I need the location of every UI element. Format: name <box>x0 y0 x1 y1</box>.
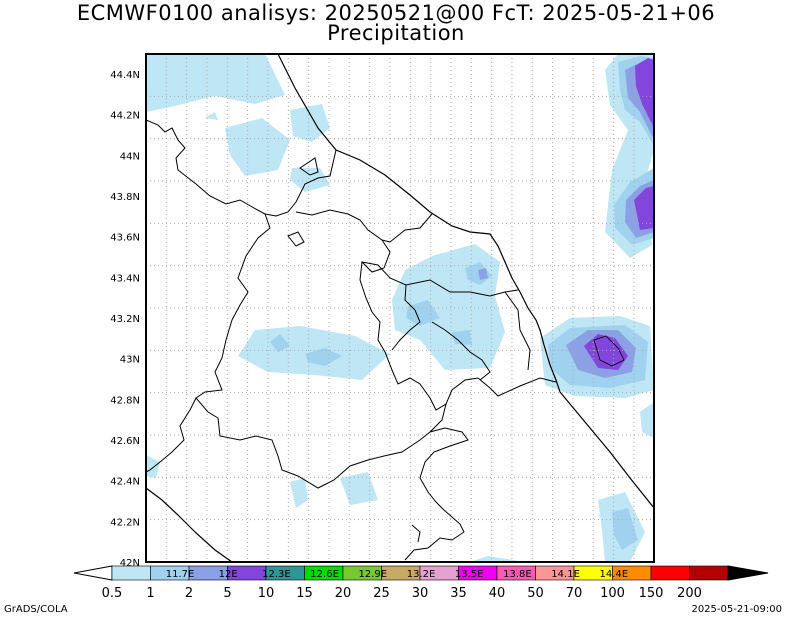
precip-area-north-1 <box>225 118 290 176</box>
precip-fields <box>146 54 654 562</box>
map-gridlines <box>146 54 654 562</box>
colorbar-tick-labels: 0.5 1 2 5 10 15 20 25 30 35 40 50 70 100 150 200 <box>102 586 702 601</box>
lon-tick-label: 13.2E <box>407 569 436 580</box>
lon-tick-label: 12.9E <box>359 569 388 580</box>
region-border-6 <box>391 284 421 351</box>
colorbar-tick-label: 5 <box>223 586 231 601</box>
chart-title: ECMWF0100 analisys: 20250521@00 FcT: 202… <box>76 1 716 25</box>
lat-tick-label: 44N <box>120 151 140 162</box>
precip-violet-3 <box>634 186 654 230</box>
footer-software-label: GrADS/COLA <box>4 604 68 615</box>
region-border-4 <box>359 239 557 411</box>
precip-mid-3 <box>452 330 472 345</box>
lat-tick-label: 42.8N <box>110 395 140 406</box>
map-boundaries <box>146 54 654 562</box>
precip-mid-1 <box>465 262 492 285</box>
lat-tick-label: 43.6N <box>110 233 140 244</box>
colorbar-segment <box>111 565 151 581</box>
precip-area-coastal <box>290 168 330 192</box>
precip-area-north-3 <box>205 112 218 120</box>
footer-timestamp: 2025-05-21-09:00 <box>691 604 782 615</box>
precip-mid-9 <box>612 508 638 550</box>
colorbar-tick-label: 1 <box>146 586 154 601</box>
precip-area-sw <box>146 455 160 478</box>
lat-tick-label: 44.4N <box>110 70 140 81</box>
precip-area-nw <box>146 54 285 112</box>
lon-tick-label: 13.5E <box>455 569 484 580</box>
precip-mid-2 <box>406 300 440 326</box>
colorbar-tick-label: 70 <box>566 586 583 601</box>
colorbar-tick-label: 35 <box>450 586 467 601</box>
map-frame <box>145 53 655 563</box>
lat-tick-label: 42N <box>120 558 140 569</box>
region-border-13 <box>411 524 421 543</box>
lat-tick-label: 42.2N <box>110 517 140 528</box>
colorbar-tick-label: 200 <box>677 586 702 601</box>
colorbar-tick-label: 0.5 <box>102 586 123 601</box>
colorbar-high-arrow <box>727 565 769 581</box>
lat-tick-label: 44.2N <box>110 111 140 122</box>
lon-tick-label: 14.1E <box>551 569 580 580</box>
precip-area-south-1 <box>290 478 308 508</box>
precip-area-east-edge <box>640 402 654 438</box>
lon-tick-label: 14.4E <box>600 569 629 580</box>
lat-tick-label: 43.4N <box>110 273 140 284</box>
lat-tick-label: 43.8N <box>110 192 140 203</box>
precip-area-north-2 <box>290 104 330 142</box>
lon-tick-label: 11.7E <box>166 569 195 580</box>
precip-area-south-2 <box>340 472 378 505</box>
colorbar-segment <box>689 565 729 581</box>
region-border-1 <box>146 119 337 217</box>
region-border-11 <box>287 231 305 247</box>
region-border-5 <box>361 261 519 297</box>
lat-tick-label: 43.2N <box>110 314 140 325</box>
lon-tick-label: 13.8E <box>503 569 532 580</box>
lat-tick-label: 42.6N <box>110 436 140 447</box>
longitude-labels: 11.7E 12E 12.3E 12.6E 12.9E 13.2E 13.5E 13.8E 14… <box>166 569 628 580</box>
latitude-labels: 44.4N 44.2N 44N 43.8N 43.6N 43.4N 43.2N 43N 42.8… <box>110 70 140 569</box>
colorbar-tick-label: 40 <box>489 586 506 601</box>
colorbar-tick-label: 50 <box>527 586 544 601</box>
lon-tick-label: 12.3E <box>262 569 291 580</box>
colorbar-tick-label: 20 <box>335 586 352 601</box>
precip-contour-outline <box>593 335 625 367</box>
coastline <box>277 54 654 509</box>
region-border-12 <box>504 291 531 371</box>
precip-area-bottom <box>470 556 525 562</box>
colorbar-tick-label: 25 <box>373 586 390 601</box>
precip-mid-4 <box>305 348 342 366</box>
colorbar-tick-label: 2 <box>185 586 193 601</box>
lon-tick-label: 12.6E <box>310 569 339 580</box>
region-border-8 <box>195 213 447 489</box>
precip-purple-1 <box>478 268 488 280</box>
region-border-3 <box>295 209 433 243</box>
region-border-7 <box>431 321 491 381</box>
lat-tick-label: 43N <box>120 355 140 366</box>
region-border-9 <box>404 427 469 561</box>
coastline-south <box>146 487 233 562</box>
lat-tick-label: 42.4N <box>110 477 140 488</box>
lon-tick-label: 12E <box>219 569 238 580</box>
colorbar-low-arrow <box>73 565 113 581</box>
colorbar-tick-label: 10 <box>258 586 275 601</box>
colorbar-tick-label: 30 <box>412 586 429 601</box>
chart-subtitle: Precipitation <box>327 21 465 45</box>
region-border-10 <box>146 397 197 473</box>
region-border-2 <box>299 157 319 176</box>
colorbar-tick-label: 150 <box>639 586 664 601</box>
colorbar-tick-label: 100 <box>600 586 625 601</box>
colorbar-segment <box>650 565 690 581</box>
precip-mid-5 <box>270 334 290 352</box>
precip-violet-2 <box>635 58 654 128</box>
colorbar-tick-label: 15 <box>296 586 313 601</box>
colorbar <box>73 565 769 581</box>
